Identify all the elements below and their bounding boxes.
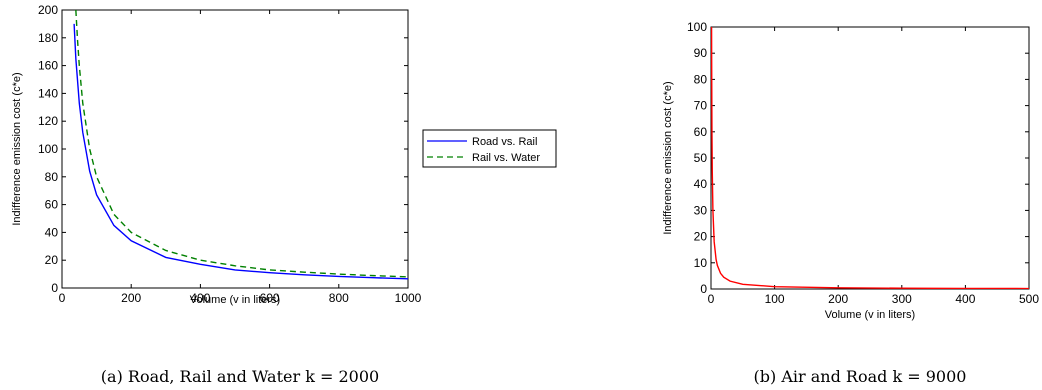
chart-a-xtick-label: 400 — [190, 291, 210, 305]
chart-b-ytick-label: 100 — [687, 20, 707, 34]
chart-b-xtick-label: 200 — [828, 292, 848, 306]
chart-a-xtick-label: 600 — [260, 291, 280, 305]
chart-b-ytick-label: 40 — [694, 177, 708, 191]
chart-a-xtick-label: 1000 — [395, 291, 422, 305]
chart-a-ytick-label: 40 — [45, 225, 59, 239]
legend-box — [422, 129, 557, 168]
chart-b-xtick-label: 100 — [765, 292, 785, 306]
chart-b-ytick-label: 0 — [700, 282, 707, 296]
chart-a-ytick-label: 80 — [45, 170, 59, 184]
chart-a-ytick-label: 0 — [51, 281, 58, 295]
chart-a-ytick-label: 160 — [38, 59, 58, 73]
chart-b-ytick-label: 60 — [694, 125, 708, 139]
chart-a-ytick-label: 200 — [38, 3, 58, 17]
chart-b-xtick-label: 400 — [955, 292, 975, 306]
chart-b-series — [711, 27, 1029, 289]
chart-b: 0 100 200 300 400 500 0 10 20 30 40 50 60 70 80 90 100 V… — [662, 20, 1039, 386]
chart-b-ytick-label: 70 — [694, 99, 708, 113]
chart-b-series-line-0 — [711, 27, 1029, 289]
chart-b-ytick-label: 90 — [694, 46, 708, 60]
chart-b-xlabel: Volume (v in liters) — [825, 309, 915, 321]
chart-a-legend: Road vs. Rail Rail vs. Water — [422, 129, 557, 168]
chart-a-ylabel: Indifference emission cost (c*e) — [11, 72, 23, 225]
chart-b-ytick-label: 20 — [694, 230, 708, 244]
chart-b-ytick-label: 50 — [694, 151, 708, 165]
chart-a-xlabel: Volume (v in liters) — [190, 294, 280, 306]
chart-a-ytick-label: 60 — [45, 198, 59, 212]
chart-b-xtick-label: 500 — [1019, 292, 1039, 306]
chart-b-xtick-label: 0 — [708, 292, 715, 306]
legend-label-rail-vs-water: Rail vs. Water — [472, 152, 540, 164]
chart-b-axes-box — [710, 26, 1030, 290]
chart-b-caption: (b) Air and Road k = 9000 — [754, 367, 967, 386]
chart-b-ytick-label: 10 — [694, 256, 708, 270]
chart-b-ytick-label: 30 — [694, 203, 708, 217]
chart-a-series-line-1 — [75, 10, 408, 278]
chart-a-ytick-label: 100 — [38, 142, 58, 156]
chart-b-xtick-label: 300 — [892, 292, 912, 306]
chart-a-series-line-0 — [73, 23, 408, 280]
chart-a-ytick-label: 140 — [38, 86, 58, 100]
chart-a-series — [73, 10, 408, 280]
chart-a-ytick-label: 180 — [38, 31, 58, 45]
chart-a-xtick-label: 800 — [329, 291, 349, 305]
chart-a: 0 200 400 600 800 1000 0 20 40 60 80 100 120 140 160 18… — [11, 3, 557, 386]
chart-b-ticks: 0 100 200 300 400 500 0 10 20 30 40 50 60 70 80 90 100 — [687, 20, 1039, 306]
chart-a-ytick-label: 20 — [45, 253, 59, 267]
chart-a-ticks: 0 200 400 600 800 1000 0 20 40 60 80 100 120 140 160 18… — [38, 3, 422, 305]
chart-a-xtick-label: 0 — [59, 291, 66, 305]
legend-label-road-vs-rail: Road vs. Rail — [472, 136, 537, 148]
chart-b-ytick-label: 80 — [694, 72, 708, 86]
chart-a-xtick-label: 200 — [121, 291, 141, 305]
chart-a-caption: (a) Road, Rail and Water k = 2000 — [101, 367, 379, 386]
chart-a-axes-box — [61, 9, 409, 289]
chart-a-ytick-label: 120 — [38, 114, 58, 128]
chart-b-ylabel: Indifference emission cost (c*e) — [662, 81, 674, 234]
